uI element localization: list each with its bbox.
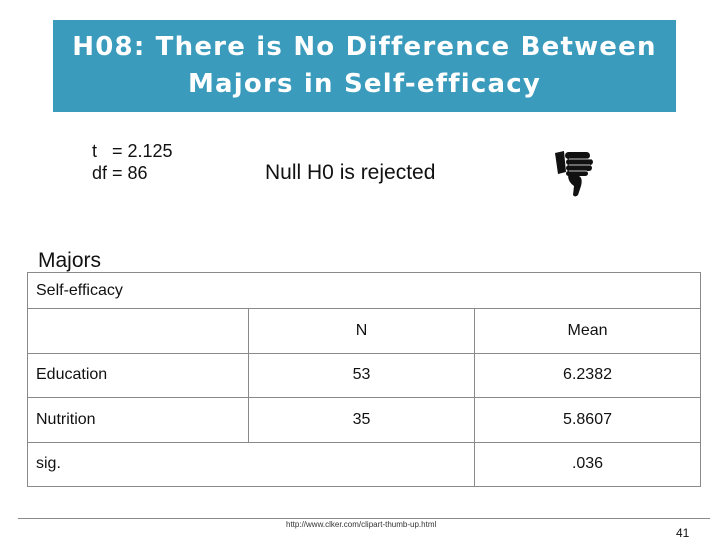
title-line-2: Majors in Self-efficacy <box>187 69 542 99</box>
table-header-row: N Mean <box>27 308 702 354</box>
header-mean: Mean <box>473 308 702 354</box>
row-mean: 5.8607 <box>473 397 702 443</box>
header-empty <box>27 308 249 354</box>
row-n: 35 <box>248 397 475 443</box>
header-n: N <box>248 308 475 354</box>
t-statistic: t = 2.125 <box>92 141 173 161</box>
footer-divider <box>18 518 710 519</box>
footer-url: http://www.clker.com/clipart-thumb-up.ht… <box>286 520 437 529</box>
title-line-1: H08: There is No Difference Between <box>72 32 657 62</box>
conclusion-text: Null H0 is rejected <box>265 161 436 184</box>
section-label: Majors <box>38 249 102 272</box>
row-n: 53 <box>248 352 475 399</box>
sig-row: sig. .036 <box>27 441 702 488</box>
thumbs-down-icon <box>555 151 593 197</box>
page-number: 41 <box>676 526 690 540</box>
table-row: Nutrition 35 5.8607 <box>27 397 702 443</box>
stats-table: Self-efficacy N Mean Education 53 6.2382… <box>26 271 702 488</box>
table-caption-row: Self-efficacy <box>26 271 702 310</box>
row-mean: 6.2382 <box>473 352 702 399</box>
row-label: Education <box>27 352 249 399</box>
table-caption: Self-efficacy <box>26 271 702 310</box>
df-statistic: df = 86 <box>92 163 148 183</box>
table-row: Education 53 6.2382 <box>27 352 702 399</box>
sig-value: .036 <box>473 441 702 488</box>
sig-label: sig. <box>27 441 475 488</box>
row-label: Nutrition <box>27 397 249 443</box>
title-banner: H08: There is No Difference Between Majo… <box>53 20 676 112</box>
